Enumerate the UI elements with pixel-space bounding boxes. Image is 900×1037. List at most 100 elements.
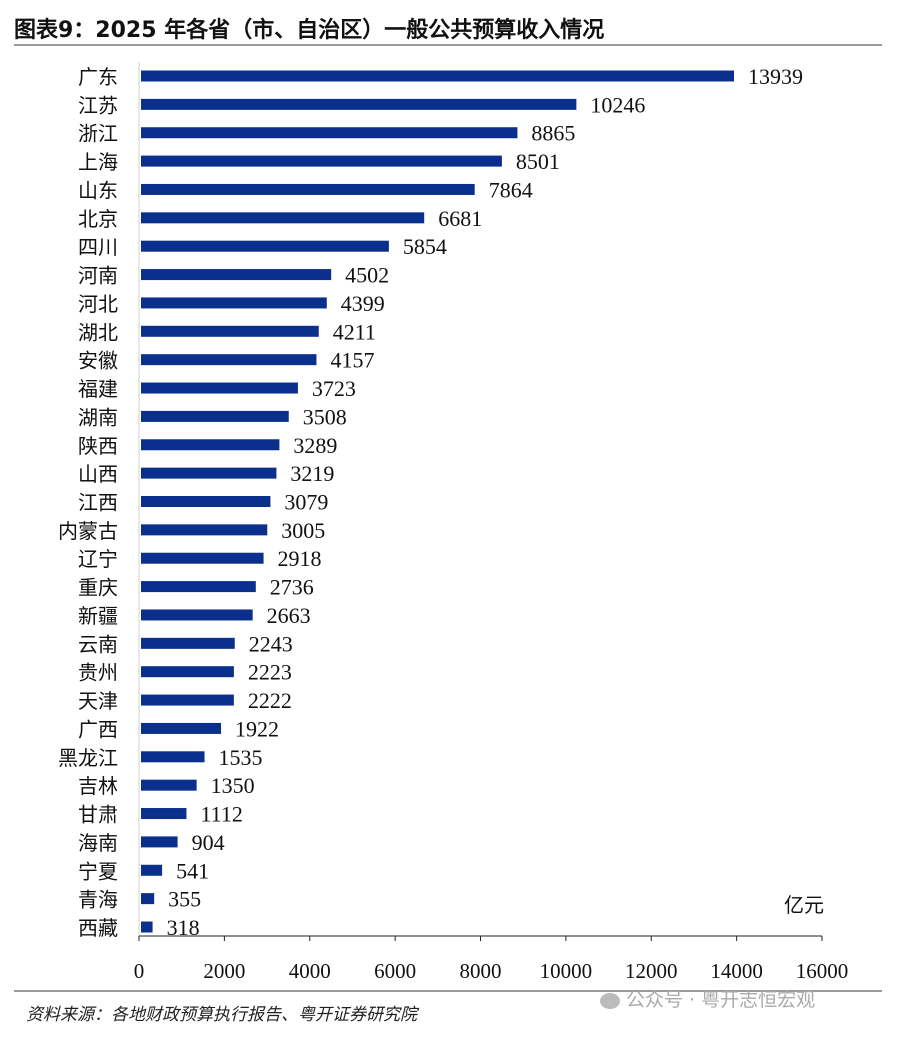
data-label: 4399 xyxy=(341,291,385,316)
category-label: 重庆 xyxy=(78,576,118,600)
category-label: 宁夏 xyxy=(78,859,118,883)
category-label: 江西 xyxy=(78,491,118,515)
data-label: 2736 xyxy=(270,575,314,600)
category-label: 福建 xyxy=(78,377,118,401)
category-label: 甘肃 xyxy=(78,803,118,827)
bar xyxy=(141,496,271,507)
bar xyxy=(141,127,518,139)
bar xyxy=(141,212,425,224)
bar xyxy=(141,893,155,905)
category-label: 天津 xyxy=(78,689,118,713)
data-label: 10246 xyxy=(590,92,645,117)
data-label: 1350 xyxy=(211,773,255,798)
category-label: 山东 xyxy=(78,178,118,202)
category-label: 广东 xyxy=(78,65,118,89)
category-label: 北京 xyxy=(78,207,118,231)
category-label: 河南 xyxy=(78,264,118,288)
data-label: 318 xyxy=(167,915,200,940)
category-label: 广西 xyxy=(78,717,118,741)
data-label: 2223 xyxy=(248,660,292,685)
data-label: 4211 xyxy=(333,319,376,344)
category-label: 青海 xyxy=(78,888,118,912)
data-label: 355 xyxy=(168,887,201,912)
data-label: 541 xyxy=(176,858,209,883)
x-tick-label: 16000 xyxy=(796,959,849,983)
bar xyxy=(141,183,475,195)
bar xyxy=(141,836,178,848)
x-tick-label: 14000 xyxy=(710,959,763,983)
x-tick-label: 6000 xyxy=(374,959,416,983)
data-label: 3079 xyxy=(284,490,328,515)
source-note: 资料来源：各地财政预算执行报告、粤开证券研究院 xyxy=(26,1005,417,1025)
bar xyxy=(141,410,289,422)
bar xyxy=(141,637,235,649)
data-label: 2222 xyxy=(248,688,292,713)
data-label: 1112 xyxy=(200,802,242,827)
bar xyxy=(141,297,327,309)
bar xyxy=(141,467,277,479)
data-label: 3723 xyxy=(312,376,356,401)
bar xyxy=(141,779,197,791)
category-label: 新疆 xyxy=(78,604,118,628)
bar xyxy=(141,921,153,933)
category-label: 安徽 xyxy=(78,349,118,373)
bar xyxy=(141,325,319,337)
bar-chart: 0 2000 4000 6000 8000 10000 12000 14000 16000 广东 1… xyxy=(58,62,849,983)
bar xyxy=(141,666,234,678)
category-label: 辽宁 xyxy=(78,547,118,571)
bar xyxy=(141,751,205,763)
data-label: 4502 xyxy=(345,263,389,288)
bar xyxy=(141,439,280,451)
category-label: 西藏 xyxy=(78,916,118,940)
chart-title: 图表9：2025 年各省（市、自治区）一般公共预算收入情况 xyxy=(14,18,605,43)
bar xyxy=(141,155,502,167)
category-label: 贵州 xyxy=(78,661,118,685)
title-divider xyxy=(14,44,882,46)
category-label: 云南 xyxy=(78,632,118,656)
bar xyxy=(141,240,389,252)
bar xyxy=(141,581,256,593)
bar xyxy=(141,694,234,706)
data-label: 904 xyxy=(192,830,225,855)
data-label: 3219 xyxy=(290,461,334,486)
bar xyxy=(141,609,253,621)
data-label: 2663 xyxy=(267,603,311,628)
data-label: 13939 xyxy=(748,64,803,89)
watermark: 公众号 · 粤开志恒宏观 xyxy=(600,985,815,1012)
bar xyxy=(141,382,298,394)
data-label: 2918 xyxy=(278,546,322,571)
data-label: 2243 xyxy=(249,631,293,656)
watermark-text: 公众号 · 粤开志恒宏观 xyxy=(626,989,816,1011)
category-label: 湖南 xyxy=(78,405,118,429)
category-label: 山西 xyxy=(78,462,118,486)
bar xyxy=(141,354,317,366)
x-tick-label: 2000 xyxy=(203,959,245,983)
footer-divider xyxy=(14,990,882,992)
bar xyxy=(141,552,264,564)
bar xyxy=(141,98,577,110)
unit-label: 亿元 xyxy=(784,893,824,917)
category-label: 黑龙江 xyxy=(58,746,118,770)
category-label: 浙江 xyxy=(78,122,118,146)
data-label: 7864 xyxy=(489,177,533,202)
x-tick-label: 4000 xyxy=(289,959,331,983)
data-label: 6681 xyxy=(438,206,482,231)
category-label: 内蒙古 xyxy=(58,519,118,543)
bar xyxy=(141,524,268,536)
x-tick-label: 10000 xyxy=(540,959,593,983)
bar xyxy=(141,808,187,820)
data-label: 8501 xyxy=(516,149,560,174)
data-label: 3289 xyxy=(293,433,337,458)
data-label: 1922 xyxy=(235,716,279,741)
bar xyxy=(141,269,332,281)
category-label: 吉林 xyxy=(78,774,118,798)
data-label: 8865 xyxy=(531,121,575,146)
category-label: 上海 xyxy=(78,150,118,174)
data-label: 3005 xyxy=(281,518,325,543)
bar xyxy=(141,864,163,876)
category-label: 江苏 xyxy=(78,93,118,117)
bar xyxy=(141,722,222,734)
category-label: 湖北 xyxy=(78,320,118,344)
data-label: 5854 xyxy=(403,234,447,259)
data-label: 1535 xyxy=(219,745,263,770)
